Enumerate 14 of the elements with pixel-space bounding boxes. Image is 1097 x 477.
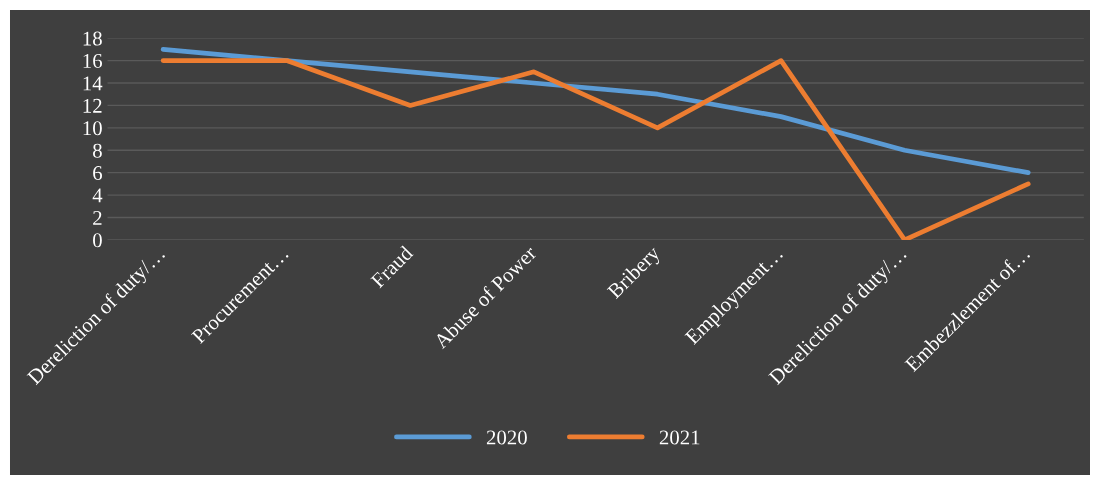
y-tick-label: 8 <box>93 143 102 158</box>
y-tick-label: 14 <box>83 76 103 91</box>
legend-label: 2021 <box>659 430 700 445</box>
y-tick-label: 12 <box>83 98 102 113</box>
y-tick-label: 0 <box>93 233 102 248</box>
y-tick-label: 6 <box>93 166 103 181</box>
line-series <box>160 58 1031 240</box>
y-tick-label: 10 <box>83 121 102 136</box>
legend-label: 2020 <box>486 430 527 445</box>
line-series <box>160 47 1031 176</box>
y-tick-label: 16 <box>83 54 103 69</box>
y-tick-label: 4 <box>92 188 103 203</box>
y-tick-label: 2 <box>93 210 102 225</box>
y-tick-label: 18 <box>83 31 102 46</box>
